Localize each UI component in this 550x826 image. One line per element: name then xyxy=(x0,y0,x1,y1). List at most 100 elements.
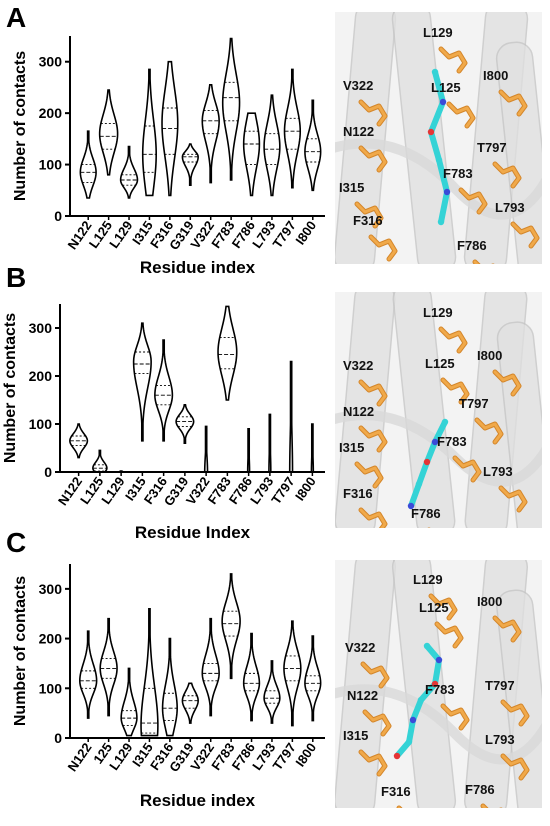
violin-outline xyxy=(161,60,179,197)
violin-N122 xyxy=(79,130,97,199)
ligand-atom xyxy=(431,68,439,76)
structure-image-a: L129 V322 L125 I800 N122 T797 I315 F783 L793 F316… xyxy=(335,12,542,264)
residue-label-F316: F316 xyxy=(381,784,411,799)
violin-outline xyxy=(78,630,98,719)
residue-sticks xyxy=(438,46,468,74)
x-tick-label: T797 xyxy=(268,474,297,507)
residue-label-I800: I800 xyxy=(483,68,508,83)
helix-tube xyxy=(496,589,542,808)
helix-tube xyxy=(335,12,397,264)
violin-outline xyxy=(283,68,302,189)
residue-sticks xyxy=(440,377,470,405)
violin-I800 xyxy=(310,423,315,473)
residue-label-T797: T797 xyxy=(477,140,507,155)
violin-L129 xyxy=(119,145,139,199)
violin-outline xyxy=(201,617,220,717)
helix-tube xyxy=(391,560,457,808)
structure-image-b: L129 V322 L125 I800 N122 T797 F783 I315 L793 F316… xyxy=(335,292,542,528)
residue-sticks xyxy=(492,615,522,643)
violin-outline xyxy=(268,413,272,473)
violin-outline xyxy=(246,428,251,473)
helix-tube xyxy=(495,41,542,264)
residue-label-I315: I315 xyxy=(339,440,364,455)
violin-outline xyxy=(310,423,315,473)
violin-outline xyxy=(221,37,241,181)
violin-outline xyxy=(217,305,238,401)
ligand-atom xyxy=(409,716,417,724)
residue-sticks xyxy=(452,455,482,483)
y-axis-label: Number of contacts xyxy=(12,576,29,726)
ligand-atom xyxy=(405,738,413,746)
y-axis-label: Number of contacts xyxy=(2,313,19,463)
y-tick-label: 100 xyxy=(39,680,63,696)
violin-L125 xyxy=(98,89,119,176)
violin-I315 xyxy=(140,607,159,737)
violin-T797 xyxy=(288,360,294,473)
violin-chart-b: 0 100 200 300 Number of contacts Residue Inde… xyxy=(2,304,325,542)
y-axis-label: Number of contacts xyxy=(12,51,29,201)
ligand-atom xyxy=(427,128,435,136)
violin-outline xyxy=(161,637,178,737)
violin-F786 xyxy=(246,428,251,473)
residue-label-F786: F786 xyxy=(465,782,495,797)
x-axis-label: Residue Index xyxy=(135,523,251,542)
y-tick-label: 0 xyxy=(54,730,62,746)
violin-L793 xyxy=(268,413,272,473)
residue-label-F316: F316 xyxy=(343,486,373,501)
residue-label-F783: F783 xyxy=(437,434,467,449)
residue-sticks xyxy=(358,99,388,127)
violin-F316 xyxy=(161,637,178,737)
y-tick-label: 200 xyxy=(39,105,63,121)
violin-G319 xyxy=(181,143,199,186)
ligand-atom xyxy=(423,642,431,650)
violin-outline xyxy=(181,682,199,724)
violin-F783 xyxy=(217,305,238,401)
ligand-atom xyxy=(415,480,423,488)
ligand-atom xyxy=(435,656,443,664)
x-tick-label: I800 xyxy=(292,218,319,247)
violin-outline xyxy=(120,667,138,737)
x-tick-label: G319 xyxy=(161,474,192,509)
y-tick-label: 0 xyxy=(54,208,62,224)
residue-label-L125: L125 xyxy=(425,356,455,371)
residue-sticks xyxy=(440,703,470,731)
violin-G319 xyxy=(175,404,195,444)
residue-sticks xyxy=(360,661,390,689)
ligand-atom xyxy=(435,156,443,164)
violin-outline xyxy=(288,360,294,473)
panel-letter-c: C xyxy=(6,527,27,558)
violin-L793 xyxy=(263,660,281,724)
violin-outline xyxy=(154,339,174,442)
violin-chart-c: 0 100 200 300 Number of contacts Residue inde… xyxy=(12,564,325,810)
x-tick-label: V322 xyxy=(183,474,213,507)
residue-label-N122: N122 xyxy=(347,688,378,703)
residue-label-F786: F786 xyxy=(457,238,487,253)
ligand-atom xyxy=(423,458,431,466)
residue-sticks xyxy=(358,749,388,777)
violin-outline xyxy=(181,143,199,186)
residue-sticks xyxy=(458,187,488,215)
violin-I800 xyxy=(304,635,322,722)
structure-image-c: L129 L125 I800 V322 N122 T797 F783 I315 L793 F316… xyxy=(335,560,542,808)
violin-outline xyxy=(132,322,152,442)
residue-sticks xyxy=(500,699,530,727)
violin-F316 xyxy=(161,60,179,197)
residue-sticks xyxy=(498,89,528,117)
violin-I315 xyxy=(132,322,152,442)
residue-label-V322: V322 xyxy=(343,358,373,373)
residue-sticks xyxy=(354,201,384,229)
violin-N122 xyxy=(78,630,98,719)
residue-sticks xyxy=(358,379,388,407)
x-tick-label: L129 xyxy=(98,474,127,507)
violin-outline xyxy=(119,145,139,199)
residue-label-L129: L129 xyxy=(423,305,453,320)
violin-L129 xyxy=(120,667,138,737)
violin-I315 xyxy=(141,68,157,197)
violin-V322 xyxy=(201,617,220,717)
residue-sticks xyxy=(368,234,398,262)
residue-sticks xyxy=(498,485,528,513)
violin-F786 xyxy=(242,112,261,197)
ligand-sticks xyxy=(428,69,450,225)
residue-label-F316: F316 xyxy=(353,213,383,228)
residue-sticks xyxy=(492,369,522,397)
